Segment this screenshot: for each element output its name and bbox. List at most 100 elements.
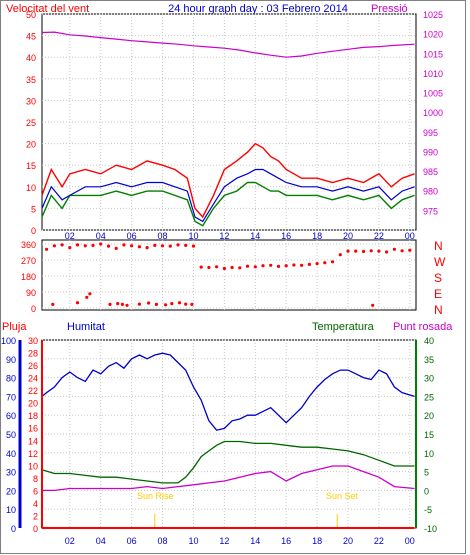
direction-y-tick: 270 — [21, 256, 36, 266]
pressure-y-tick: 1010 — [423, 69, 443, 79]
temperature-y-tick: -10 — [424, 524, 437, 534]
rain-y-tick: 12 — [28, 449, 38, 459]
direction-point — [153, 243, 157, 247]
wind-x-tick: 14 — [250, 231, 260, 241]
direction-point — [369, 249, 373, 253]
temperature-y-tick: 30 — [424, 374, 434, 384]
direction-point — [199, 265, 203, 269]
pressure-y-tick: 975 — [423, 206, 438, 216]
lower-x-tick: 10 — [188, 536, 198, 546]
rain-y-tick: 20 — [28, 399, 38, 409]
wind-y-tick: 25 — [26, 118, 36, 128]
rain-y-tick: 18 — [28, 411, 38, 421]
direction-point — [116, 302, 120, 306]
direction-point — [408, 248, 412, 252]
direction-point — [75, 301, 80, 305]
rain-label: Pluja — [2, 321, 27, 333]
direction-point — [330, 260, 335, 264]
pressure-y-tick: 990 — [423, 147, 438, 157]
wind-y-tick: 40 — [26, 53, 36, 63]
rain-y-tick: 14 — [28, 436, 38, 446]
direction-point — [292, 263, 296, 267]
wind-x-tick: 20 — [343, 231, 353, 241]
wind-y-tick: 45 — [26, 32, 36, 42]
temperature-y-tick: 0 — [424, 486, 429, 496]
direction-point — [245, 264, 250, 268]
wind-x-tick: 10 — [188, 231, 198, 241]
direction-point — [164, 303, 168, 307]
direction-point — [170, 302, 174, 306]
wind-x-tick: 16 — [281, 231, 291, 241]
wind-x-tick: 22 — [374, 231, 384, 241]
direction-point — [315, 262, 319, 266]
direction-point — [207, 265, 211, 270]
lower-x-tick: 00 — [405, 536, 415, 546]
direction-point — [323, 261, 327, 265]
rain-y-tick: 4 — [33, 499, 38, 509]
wind-y-tick: 5 — [31, 204, 36, 214]
axis-ticks: 0510152025303540455097598098599099510001… — [1, 10, 443, 546]
rain-y-tick: 26 — [28, 361, 38, 371]
wind-x-tick: 02 — [65, 231, 75, 241]
rain-y-tick: 28 — [28, 349, 38, 359]
wind-speed-label: Velocitat del vent — [6, 3, 89, 15]
direction-point — [83, 244, 87, 248]
direction-point — [88, 292, 92, 296]
wind-x-tick: 00 — [405, 231, 415, 241]
direction-point — [276, 264, 281, 268]
wind-direction-labels: N W S E N — [434, 239, 446, 317]
lower-x-tick: 16 — [281, 536, 291, 546]
wind-y-tick: 0 — [31, 226, 36, 236]
dewpoint-line — [42, 465, 415, 492]
direction-point — [68, 246, 72, 250]
pressure-y-tick: 1025 — [423, 10, 443, 20]
pressure-y-tick: 980 — [423, 187, 438, 197]
direction-point — [91, 243, 95, 247]
direction-point — [125, 303, 129, 307]
direction-point — [99, 242, 103, 246]
pressure-line — [41, 31, 415, 58]
lower-x-tick: 14 — [250, 536, 260, 546]
temperature-label: Temperatura — [312, 321, 375, 333]
pressure-label: Pressió — [371, 3, 408, 15]
pressure-y-tick: 985 — [423, 167, 438, 177]
direction-point — [190, 302, 194, 306]
direction-y-tick: 0 — [31, 304, 36, 314]
direction-point — [147, 301, 151, 305]
direction-point — [361, 249, 366, 254]
direction-point — [85, 295, 89, 299]
rain-y-tick: 6 — [33, 486, 38, 496]
humidity-y-tick: 10 — [6, 505, 16, 515]
humidity-y-tick: 20 — [6, 486, 16, 496]
direction-point — [392, 247, 396, 251]
direction-point — [300, 263, 304, 267]
humidity-y-tick: 40 — [6, 449, 16, 459]
humidity-y-tick: 50 — [6, 430, 16, 440]
direction-point — [160, 244, 165, 248]
direction-point — [120, 302, 124, 306]
rain-y-tick: 2 — [33, 511, 38, 521]
humidity-y-tick: 80 — [6, 374, 16, 384]
direction-point — [338, 253, 342, 257]
pressure-y-tick: 995 — [423, 128, 438, 138]
wind-x-tick: 06 — [127, 231, 137, 241]
rain-y-tick: 10 — [28, 461, 38, 471]
wind-gust-line — [41, 142, 415, 219]
grid-lines — [42, 13, 416, 529]
direction-point — [184, 243, 188, 247]
humidity-y-tick: 60 — [6, 411, 16, 421]
direction-point — [346, 249, 350, 253]
direction-point — [253, 265, 257, 269]
direction-point — [108, 302, 112, 306]
temperature-y-tick: 25 — [424, 392, 434, 402]
lower-x-tick: 02 — [65, 536, 75, 546]
direction-point — [137, 245, 141, 249]
direction-y-tick: 180 — [21, 272, 36, 282]
temperature-y-tick: 40 — [424, 336, 434, 346]
humidity-y-tick: 90 — [6, 355, 16, 365]
direction-point — [137, 302, 141, 306]
pressure-y-tick: 1005 — [423, 89, 443, 99]
data-marks — [41, 31, 415, 529]
wind-x-tick: 12 — [219, 231, 229, 241]
rain-y-tick: 30 — [28, 336, 38, 346]
